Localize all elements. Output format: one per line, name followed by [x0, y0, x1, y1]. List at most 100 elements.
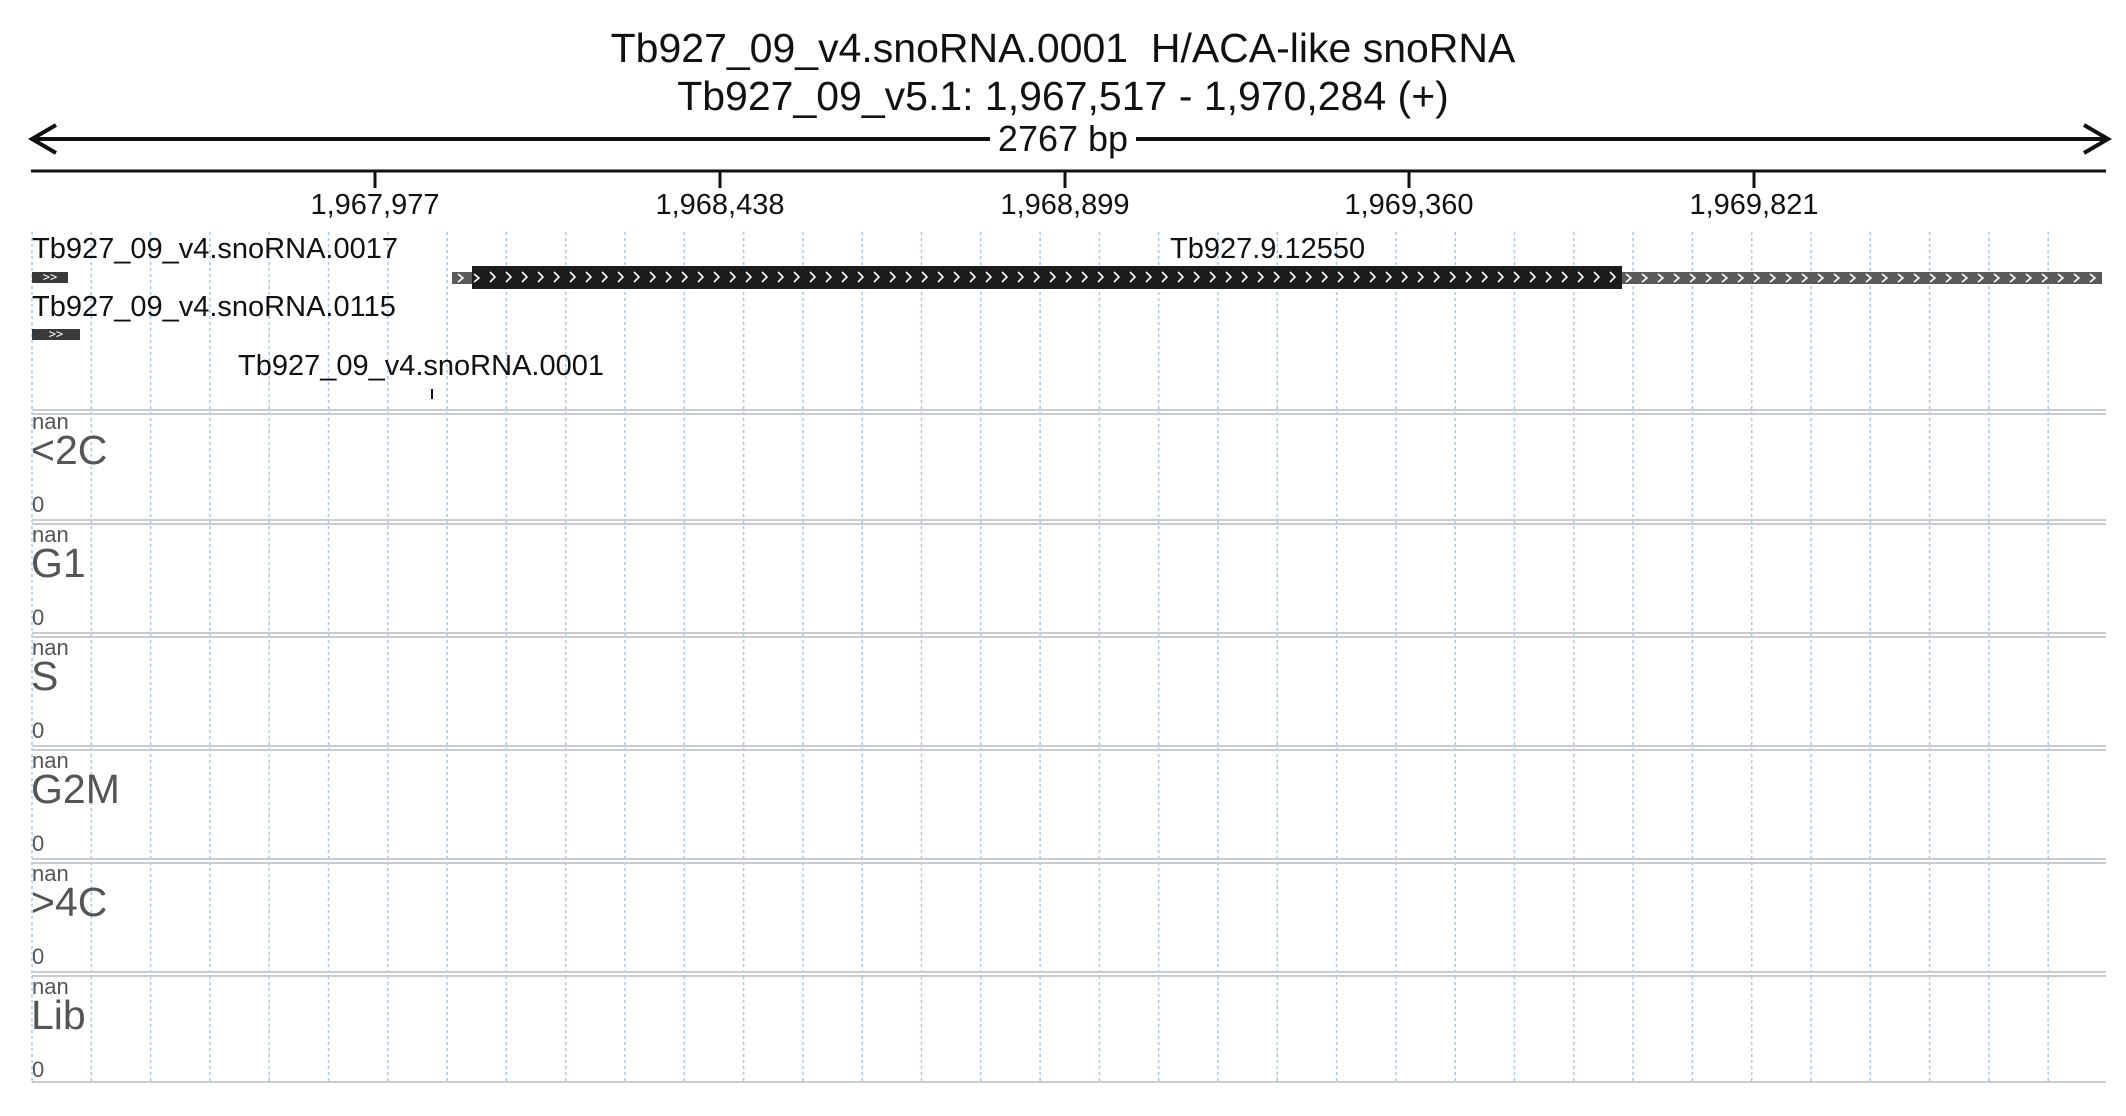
feature-label-gene[interactable]: Tb927.9.12550 — [1170, 233, 1366, 265]
track-name: G2M — [31, 766, 120, 812]
strand-chevron — [1321, 271, 1329, 283]
feature-snoRNA-0017-glyph[interactable]: >> — [32, 270, 68, 284]
strand-chevron — [1577, 271, 1585, 283]
strand-chevron — [681, 271, 689, 283]
strand-chevron — [2009, 273, 2017, 283]
strand-chevron — [1609, 271, 1617, 283]
strand-chevron — [1769, 273, 1777, 283]
strand-chevron — [1753, 273, 1761, 283]
strand-chevron — [1017, 271, 1025, 283]
strand-chevron — [1209, 271, 1217, 283]
strand-chevron — [1065, 271, 1073, 283]
strand-chevron — [2073, 273, 2081, 283]
strand-chevron — [1561, 271, 1569, 283]
strand-chevron — [1545, 271, 1553, 283]
strand-chevron — [729, 271, 737, 283]
strand-chevron — [1817, 273, 1825, 283]
strand-chevron — [1369, 271, 1377, 283]
strand-chevron — [505, 271, 513, 283]
strand-chevron — [537, 271, 545, 283]
strand-chevron — [1449, 271, 1457, 283]
strand-chevron — [665, 271, 673, 283]
strand-chevron — [1049, 271, 1057, 283]
strand-chevron — [745, 271, 753, 283]
strand-chevron — [1993, 273, 2001, 283]
strand-chevron — [825, 271, 833, 283]
strand-chevron — [969, 271, 977, 283]
strand-chevron — [1785, 273, 1793, 283]
span-length-text: 2767 bp — [989, 118, 1137, 159]
track-max-value: nan — [32, 409, 69, 434]
strand-chevron — [1705, 273, 1713, 283]
track-max-value: nan — [32, 861, 69, 886]
feature-label-snoRNA-0001[interactable]: Tb927_09_v4.snoRNA.0001 — [238, 350, 604, 382]
strand-chevron — [1945, 273, 1953, 283]
strand-chevron — [1801, 273, 1809, 283]
strand-chevron — [1465, 271, 1473, 283]
strand-chevron — [985, 271, 993, 283]
track-min-value: 0 — [32, 605, 45, 630]
strand-chevron — [953, 271, 961, 283]
strand-chevron — [1241, 271, 1249, 283]
strand-chevron — [1593, 271, 1601, 283]
ruler-tick-label: 1,968,899 — [1000, 189, 1130, 221]
track-name: S — [31, 653, 59, 699]
strand-chevron — [1865, 273, 1873, 283]
strand-chevron — [905, 271, 913, 283]
feature-label-snoRNA-0017[interactable]: Tb927_09_v4.snoRNA.0017 — [32, 233, 398, 265]
ruler-tick-label: 1,968,438 — [655, 189, 785, 221]
strand-chevron — [889, 271, 897, 283]
page-title: Tb927_09_v4.snoRNA.0001 H/ACA-like snoRN… — [610, 25, 1516, 71]
track-min-value: 0 — [32, 492, 45, 517]
strand-chevron — [2025, 273, 2033, 283]
strand-chevron — [2057, 273, 2065, 283]
strand-chevron — [1113, 271, 1121, 283]
strand-chevron — [857, 271, 865, 283]
feature-label-snoRNA-0115[interactable]: Tb927_09_v4.snoRNA.0115 — [32, 291, 396, 323]
strand-chevron — [1529, 271, 1537, 283]
strand-chevron — [1177, 271, 1185, 283]
feature-gene-glyph[interactable] — [452, 266, 2102, 289]
strand-chevron — [521, 271, 529, 283]
strand-chevron — [1929, 273, 1937, 283]
strand-chevron — [1289, 271, 1297, 283]
track-separators — [32, 409, 2106, 1083]
strand-chevron — [793, 271, 801, 283]
track-max-value: nan — [32, 635, 69, 660]
strand-chevron — [1033, 271, 1041, 283]
strand-chevron — [809, 271, 817, 283]
feature-snoRNA-0115-glyph[interactable]: >> — [32, 327, 80, 341]
strand-chevron — [1881, 273, 1889, 283]
strand-chevron — [1097, 271, 1105, 283]
strand-chevron — [617, 271, 625, 283]
track-min-value: 0 — [32, 944, 45, 969]
strand-chevron — [1273, 271, 1281, 283]
strand-chevron — [1737, 273, 1745, 283]
strand-chevron — [2089, 273, 2097, 283]
ruler-axis — [31, 169, 2106, 188]
strand-chevron — [1193, 271, 1201, 283]
track-name: Lib — [31, 992, 86, 1038]
strand-chevron — [937, 271, 945, 283]
strand-chevron — [553, 271, 561, 283]
svg-text:>>: >> — [49, 327, 63, 341]
track-max-value: nan — [32, 974, 69, 999]
track-min-value: 0 — [32, 718, 45, 743]
track-min-value: 0 — [32, 1057, 45, 1082]
strand-chevron — [921, 271, 929, 283]
strand-chevron — [1433, 271, 1441, 283]
strand-chevron — [1721, 273, 1729, 283]
strand-chevron — [1145, 271, 1153, 283]
track-name: >4C — [31, 879, 108, 925]
strand-chevron — [1961, 273, 1969, 283]
track-name: <2C — [31, 427, 108, 473]
strand-chevron — [1513, 271, 1521, 283]
strand-chevron — [1689, 273, 1697, 283]
strand-chevron — [1897, 273, 1905, 283]
strand-chevron — [697, 271, 705, 283]
strand-chevron — [1001, 271, 1009, 283]
strand-chevron — [873, 271, 881, 283]
span-length: 2767 bp — [0, 117, 2126, 161]
strand-chevron — [1497, 271, 1505, 283]
